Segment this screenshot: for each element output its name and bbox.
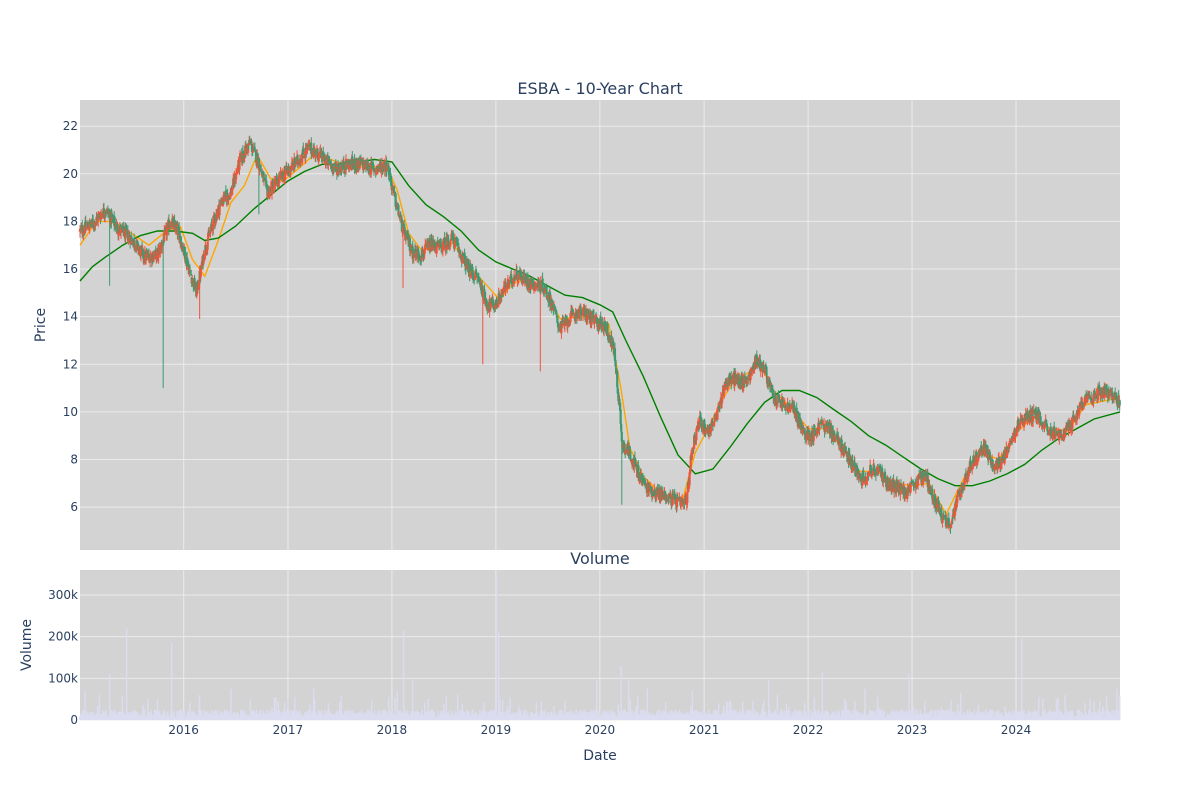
volume-bar <box>171 643 172 720</box>
candle-body <box>686 492 688 503</box>
candle-body <box>620 424 622 432</box>
candle-body <box>620 410 622 424</box>
candle-body <box>189 268 191 269</box>
candle-body <box>952 517 954 518</box>
volume-bar <box>403 630 404 720</box>
volume-bar <box>1021 639 1022 720</box>
candle-body <box>118 233 120 236</box>
candle-body <box>818 426 820 430</box>
candle-body <box>259 165 261 170</box>
candle-body <box>372 164 374 166</box>
candle-body <box>747 381 749 384</box>
volume-bar <box>496 576 497 720</box>
volume-bar <box>230 689 231 720</box>
candle-body <box>871 475 873 476</box>
candle-body <box>834 440 836 441</box>
candle-body <box>929 486 931 487</box>
candle-body <box>957 495 959 497</box>
candle-body <box>616 371 618 387</box>
candle-body <box>819 423 821 424</box>
candle-body <box>254 147 256 148</box>
candle-body <box>808 430 810 432</box>
candle-body <box>301 154 303 163</box>
volume-bar <box>109 674 110 720</box>
candle-body <box>727 387 729 389</box>
volume-bar <box>412 680 413 720</box>
volume-bar <box>84 691 85 720</box>
volume-bar <box>126 628 127 720</box>
candle-body <box>606 324 608 335</box>
volume-bar <box>1119 696 1120 720</box>
candle-body <box>130 235 132 236</box>
candle-body <box>580 307 582 308</box>
